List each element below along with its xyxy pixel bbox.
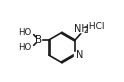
Text: 2: 2 (84, 26, 89, 35)
Bar (37, 37, 41, 43)
Text: ·HCl: ·HCl (86, 22, 104, 31)
Bar (77, 26, 85, 32)
Text: N: N (76, 50, 83, 60)
Text: HO: HO (18, 28, 31, 37)
Text: HO: HO (18, 43, 31, 52)
Text: B: B (35, 35, 43, 45)
Bar (74, 52, 79, 58)
Text: NH: NH (74, 24, 88, 34)
